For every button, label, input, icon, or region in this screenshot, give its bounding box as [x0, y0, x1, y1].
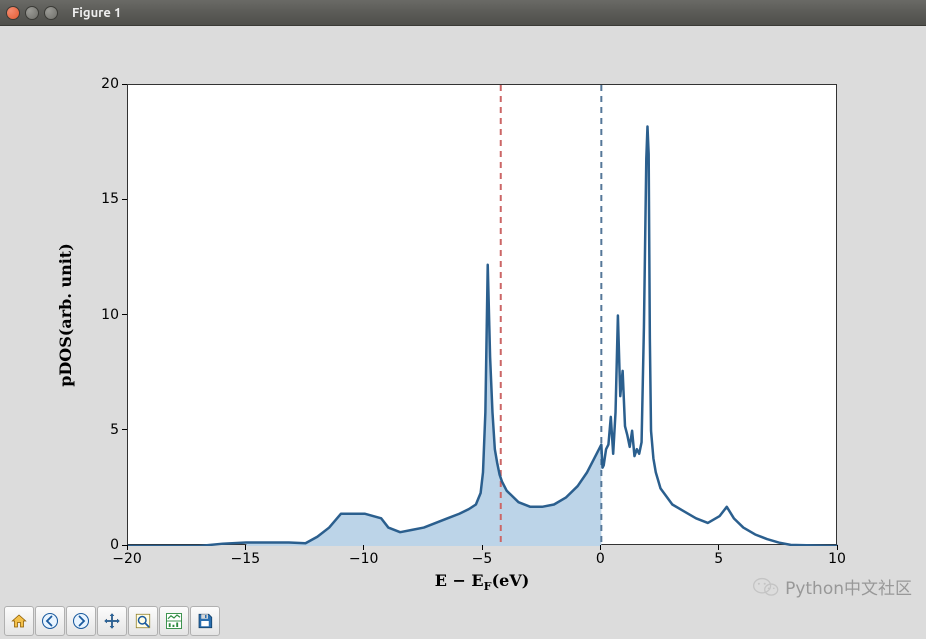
ytick-label: 15: [101, 191, 119, 207]
ytick-label: 5: [110, 422, 119, 438]
plot-axes[interactable]: [127, 84, 837, 545]
xtick-label: −20: [112, 551, 142, 567]
ytick-label: 10: [101, 307, 119, 323]
save-icon: [196, 612, 214, 630]
subplots-button[interactable]: [159, 606, 189, 636]
xtick-label: −10: [349, 551, 379, 567]
xtick-label: 5: [714, 551, 723, 567]
figure-canvas: E − EF(eV) pDOS(arb. unit) −20 −15 −10 −5 0 5…: [0, 26, 926, 602]
pdos-fill: [246, 265, 601, 546]
zoom-button[interactable]: [128, 606, 158, 636]
matplotlib-toolbar: [0, 602, 926, 639]
x-axis-label: E − EF(eV): [435, 571, 530, 593]
window-minimize-button[interactable]: [25, 6, 39, 20]
zoom-icon: [134, 612, 152, 630]
save-button[interactable]: [190, 606, 220, 636]
home-button[interactable]: [4, 606, 34, 636]
window-controls: [6, 6, 58, 20]
xtick-label: −5: [472, 551, 493, 567]
forward-icon: [72, 612, 90, 630]
xtick-label: −15: [231, 551, 261, 567]
xtick-label: 10: [828, 551, 846, 567]
y-axis-label: pDOS(arb. unit): [56, 243, 75, 387]
pan-icon: [103, 612, 121, 630]
ytick-label: 0: [110, 537, 119, 553]
window-title: Figure 1: [72, 6, 121, 20]
window-close-button[interactable]: [6, 6, 20, 20]
back-button[interactable]: [35, 606, 65, 636]
xtick-label: 0: [596, 551, 605, 567]
subplots-icon: [165, 612, 183, 630]
pdos-line: [128, 126, 838, 546]
ytick-label: 20: [101, 76, 119, 92]
window-titlebar: Figure 1: [0, 0, 926, 26]
back-icon: [41, 612, 59, 630]
plot-svg: [128, 85, 838, 546]
window-maximize-button[interactable]: [44, 6, 58, 20]
forward-button[interactable]: [66, 606, 96, 636]
home-icon: [10, 612, 28, 630]
pan-button[interactable]: [97, 606, 127, 636]
